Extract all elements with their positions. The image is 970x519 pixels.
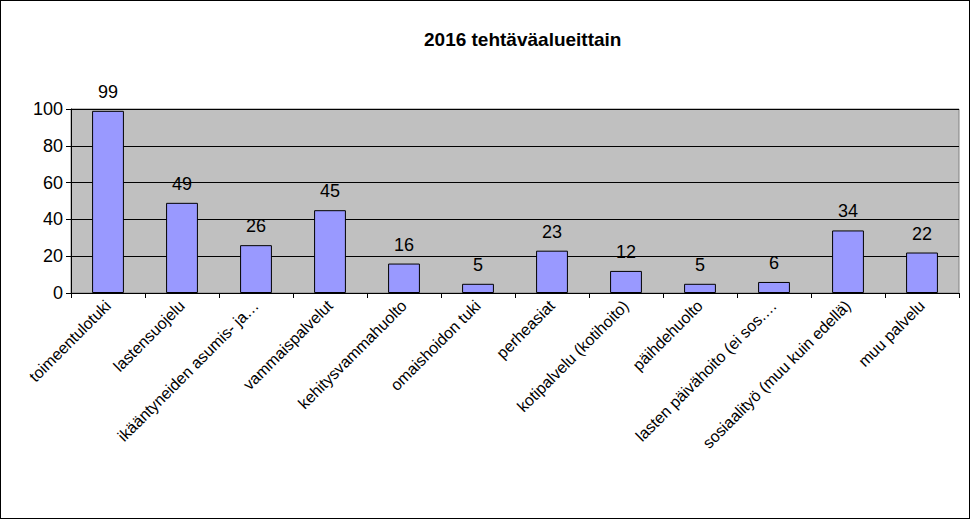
svg-text:ikääntyneiden asumis- ja…: ikääntyneiden asumis- ja… xyxy=(114,297,262,445)
svg-text:toimeentulotuki: toimeentulotuki xyxy=(26,297,114,385)
svg-text:16: 16 xyxy=(394,235,414,255)
svg-text:23: 23 xyxy=(542,222,562,242)
svg-text:34: 34 xyxy=(838,201,858,221)
svg-text:muu palvelu: muu palvelu xyxy=(855,297,928,370)
svg-text:perheasiat: perheasiat xyxy=(493,297,558,362)
svg-text:22: 22 xyxy=(912,224,932,244)
svg-text:12: 12 xyxy=(616,242,636,262)
svg-text:6: 6 xyxy=(769,253,779,273)
svg-text:5: 5 xyxy=(473,255,483,275)
svg-text:vammaispalvelut: vammaispalvelut xyxy=(239,297,336,394)
svg-text:sosiaalityö (muu kuin edellä): sosiaalityö (muu kuin edellä) xyxy=(699,297,854,452)
svg-text:99: 99 xyxy=(98,82,118,102)
svg-text:40: 40 xyxy=(43,209,63,229)
svg-text:20: 20 xyxy=(43,246,63,266)
svg-text:2016 tehtäväalueittain: 2016 tehtäväalueittain xyxy=(424,29,621,50)
svg-text:80: 80 xyxy=(43,136,63,156)
svg-text:kotipalvelu (kotihoito): kotipalvelu (kotihoito) xyxy=(514,297,632,415)
svg-text:päihdehuolto: päihdehuolto xyxy=(629,297,706,374)
svg-text:kehitysvammahuolto: kehitysvammahuolto xyxy=(295,297,410,412)
svg-text:45: 45 xyxy=(320,181,340,201)
svg-text:lasten päivähoito (ei sos.…: lasten päivähoito (ei sos.… xyxy=(632,297,780,445)
svg-text:lastensuojelu: lastensuojelu xyxy=(110,297,188,375)
svg-text:5: 5 xyxy=(695,255,705,275)
svg-text:26: 26 xyxy=(246,216,266,236)
svg-text:60: 60 xyxy=(43,173,63,193)
svg-text:omaishoidon tuki: omaishoidon tuki xyxy=(387,297,484,394)
svg-text:100: 100 xyxy=(33,99,63,119)
svg-text:0: 0 xyxy=(53,283,63,303)
svg-text:49: 49 xyxy=(172,174,192,194)
